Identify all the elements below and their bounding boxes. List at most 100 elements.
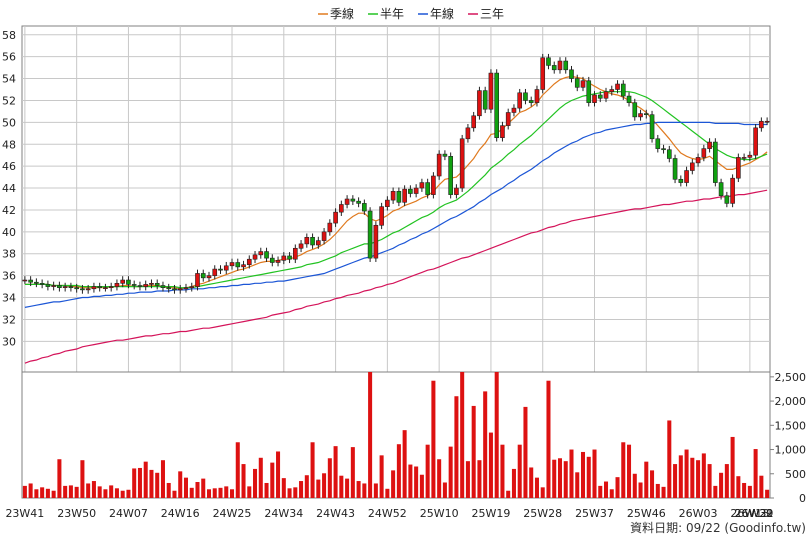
candle-body-88: [528, 100, 534, 103]
candle-body-47: [292, 247, 298, 260]
volume-bar-78: [471, 405, 476, 498]
volume-bar-52: [322, 473, 327, 498]
volume-bar-15: [109, 485, 114, 498]
volume-bar-89: [534, 477, 539, 498]
volume-bar-71: [431, 380, 436, 498]
candle-body-5: [51, 285, 56, 287]
candle-body-92: [551, 65, 557, 71]
candle-body-97: [580, 80, 586, 88]
candle-body-76: [459, 138, 465, 189]
volume-tick-3: 1,500: [775, 419, 807, 432]
volume-bar-127: [753, 449, 758, 498]
legend-label-3: 三年: [480, 7, 504, 21]
candle-body-110: [655, 138, 661, 149]
price-tick-30: 30: [2, 335, 16, 348]
volume-bar-110: [655, 483, 660, 498]
candle-body-66: [402, 188, 407, 203]
candle-body-44: [275, 260, 281, 263]
volume-bar-76: [460, 372, 465, 498]
x-tick-5: 24W34: [264, 507, 303, 520]
volume-bar-109: [650, 470, 655, 498]
candle-body-119: [707, 141, 712, 149]
candle-body-61: [373, 224, 379, 259]
volume-bar-41: [258, 457, 263, 498]
candle-body-31: [200, 273, 206, 279]
candle-body-86: [517, 92, 523, 109]
volume-bar-17: [120, 490, 125, 498]
candle-body-69: [419, 182, 425, 189]
volume-bar-55: [339, 475, 344, 498]
volume-bar-66: [402, 430, 407, 498]
candle-body-91: [546, 57, 551, 66]
volume-bar-90: [540, 487, 545, 498]
candle-body-2: [34, 281, 39, 284]
candle-body-42: [264, 251, 269, 259]
volume-bar-16: [114, 488, 119, 498]
ma-line-1: [24, 91, 768, 289]
volume-bar-64: [391, 470, 396, 498]
volume-bar-53: [327, 458, 332, 498]
volume-bar-27: [178, 471, 183, 498]
price-tick-44: 44: [2, 182, 16, 195]
candle-body-125: [741, 157, 747, 159]
candle-body-29: [189, 286, 195, 288]
volume-bar-37: [235, 442, 240, 498]
volume-bar-28: [183, 477, 188, 498]
candle-body-26: [172, 288, 177, 291]
candle-body-115: [684, 170, 689, 183]
candle-body-79: [477, 90, 482, 117]
x-tick-7: 24W52: [368, 507, 407, 520]
candle-body-45: [281, 255, 287, 261]
volume-bar-25: [166, 482, 171, 498]
volume-bar-46: [287, 488, 292, 498]
volume-bar-54: [333, 446, 338, 498]
volume-bar-112: [667, 420, 672, 498]
candle-body-22: [149, 283, 154, 285]
candle-body-98: [586, 80, 592, 103]
price-tick-32: 32: [2, 313, 16, 326]
volume-bar-98: [586, 456, 591, 498]
volume-bar-115: [684, 449, 689, 498]
volume-bar-80: [483, 391, 488, 498]
volume-bar-95: [569, 449, 574, 498]
volume-bar-74: [448, 446, 453, 498]
volume-bar-9: [74, 486, 79, 498]
candle-body-56: [344, 198, 350, 205]
candle-body-113: [672, 158, 678, 180]
volume-bar-102: [609, 489, 614, 498]
volume-bar-58: [356, 481, 361, 498]
volume-bar-73: [442, 482, 447, 498]
candle-body-53: [327, 222, 333, 233]
x-tick-16: 26W31: [735, 507, 774, 520]
candle-body-64: [390, 191, 396, 201]
volume-bar-30: [195, 482, 200, 498]
candle-body-3: [39, 283, 45, 285]
candle-body-96: [574, 78, 580, 88]
x-tick-14: 26W13: [730, 507, 769, 520]
price-tick-58: 58: [2, 29, 16, 42]
candle-body-24: [160, 285, 166, 288]
candle-body-25: [166, 287, 172, 290]
candle-body-41: [258, 251, 264, 256]
volume-bar-1: [28, 483, 33, 498]
candle-body-67: [408, 188, 413, 194]
candle-body-63: [385, 199, 390, 207]
volume-bar-126: [747, 485, 752, 498]
candle-body-129: [764, 120, 770, 123]
candle-body-105: [626, 95, 632, 103]
candle-body-0: [22, 279, 28, 282]
x-tick-11: 25W37: [575, 507, 614, 520]
volume-bar-120: [713, 485, 718, 498]
candle-body-68: [413, 187, 419, 194]
candle-body-34: [218, 268, 223, 271]
price-tick-40: 40: [2, 226, 16, 239]
candle-body-106: [632, 102, 638, 118]
candle-body-49: [304, 237, 310, 245]
volume-bar-97: [580, 451, 586, 498]
volume-bar-100: [598, 485, 603, 498]
volume-bar-24: [160, 460, 165, 498]
candle-body-52: [321, 231, 327, 241]
volume-bar-61: [373, 483, 378, 498]
volume-bar-81: [488, 432, 493, 498]
volume-bar-99: [592, 449, 597, 498]
